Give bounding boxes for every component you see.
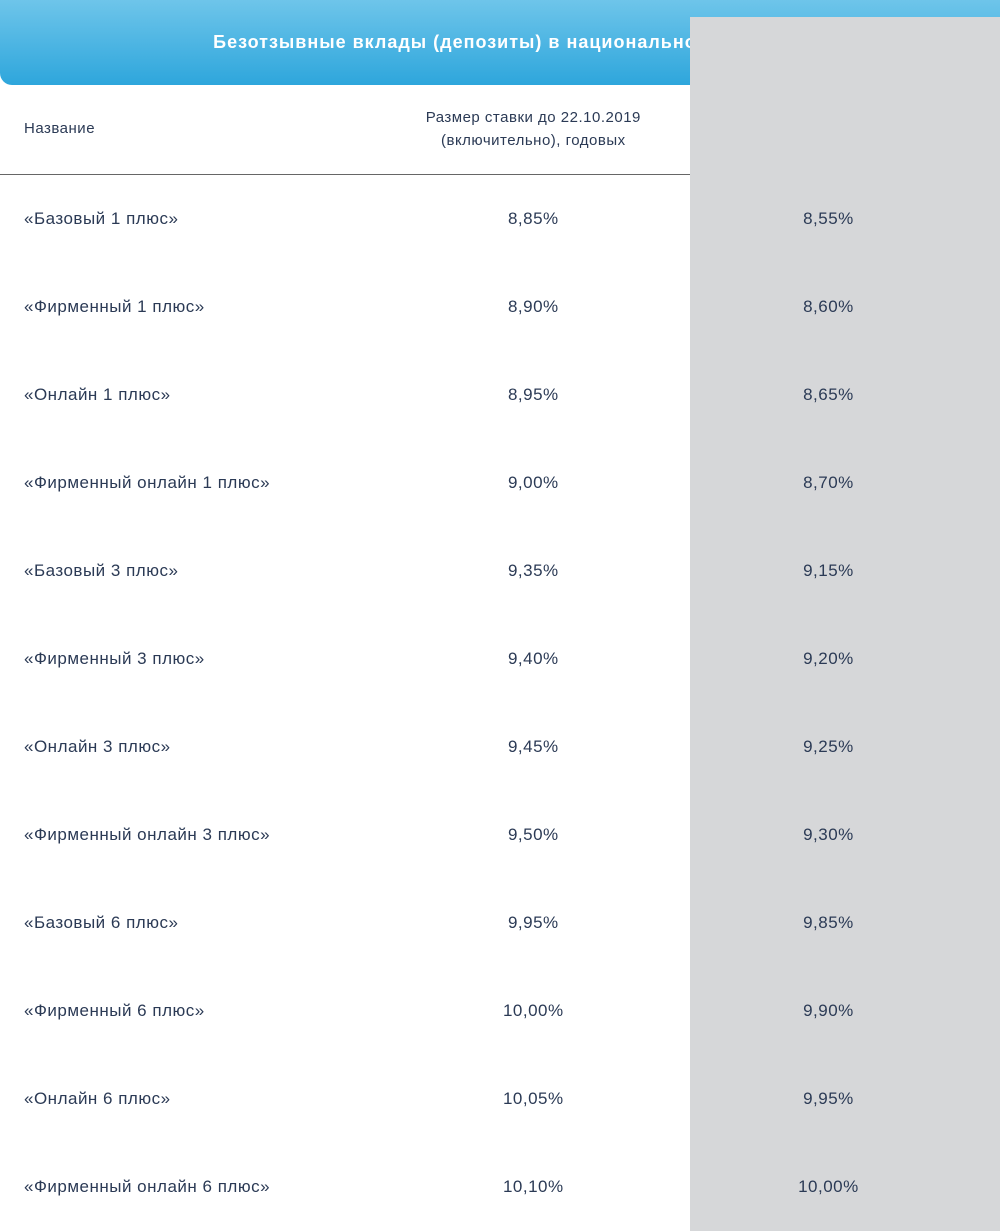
table-row: «Фирменный 1 плюс»8,90%8,60% [0, 263, 1000, 351]
col-header-rate-before: Размер ставки до 22.10.2019 (включительн… [386, 107, 681, 152]
rate-before: 9,95% [386, 913, 681, 933]
table-body-wrap: Название Размер ставки до 22.10.2019 (вк… [0, 85, 1000, 1231]
rate-before: 8,85% [386, 209, 681, 229]
rate-before: 10,00% [386, 1001, 681, 1021]
rate-after: 9,95% [681, 1089, 976, 1109]
table-row: «Базовый 6 плюс»9,95%9,85% [0, 879, 1000, 967]
rate-after: 9,30% [681, 825, 976, 845]
deposit-name: «Базовый 3 плюс» [24, 561, 386, 581]
deposit-name: «Фирменный 1 плюс» [24, 297, 386, 317]
table-row: «Базовый 1 плюс»8,85%8,55% [0, 175, 1000, 263]
table-row: «Базовый 3 плюс»9,35%9,15% [0, 527, 1000, 615]
table-rows: «Базовый 1 плюс»8,85%8,55%«Фирменный 1 п… [0, 175, 1000, 1231]
rate-after: 10,00% [681, 1177, 976, 1197]
deposit-name: «Онлайн 1 плюс» [24, 385, 386, 405]
rate-after: 9,20% [681, 649, 976, 669]
rate-after: 8,60% [681, 297, 976, 317]
table-row: «Фирменный 3 плюс»9,40%9,20% [0, 615, 1000, 703]
deposit-name: «Базовый 1 плюс» [24, 209, 386, 229]
rate-before: 9,35% [386, 561, 681, 581]
rate-before: 9,50% [386, 825, 681, 845]
deposit-name: «Онлайн 3 плюс» [24, 737, 386, 757]
rate-before: 8,90% [386, 297, 681, 317]
table-row: «Онлайн 1 плюс»8,95%8,65% [0, 351, 1000, 439]
table-row: «Фирменный онлайн 3 плюс»9,50%9,30% [0, 791, 1000, 879]
deposit-name: «Фирменный онлайн 1 плюс» [24, 473, 386, 493]
deposit-name: «Фирменный онлайн 6 плюс» [24, 1177, 386, 1197]
rate-after: 9,15% [681, 561, 976, 581]
deposit-name: «Фирменный 6 плюс» [24, 1001, 386, 1021]
col-header-name: Название [24, 118, 386, 141]
rate-after: 9,25% [681, 737, 976, 757]
table-row: «Фирменный онлайн 1 плюс»9,00%8,70% [0, 439, 1000, 527]
rate-before: 9,45% [386, 737, 681, 757]
table-row: «Фирменный онлайн 6 плюс»10,10%10,00% [0, 1143, 1000, 1231]
deposit-name: «Фирменный 3 плюс» [24, 649, 386, 669]
rate-before: 10,05% [386, 1089, 681, 1109]
rate-after: 8,55% [681, 209, 976, 229]
rate-before: 9,00% [386, 473, 681, 493]
rate-before: 9,40% [386, 649, 681, 669]
rate-after: 9,90% [681, 1001, 976, 1021]
deposit-name: «Онлайн 6 плюс» [24, 1089, 386, 1109]
table-row: «Онлайн 3 плюс»9,45%9,25% [0, 703, 1000, 791]
rate-after: 8,70% [681, 473, 976, 493]
table-row: «Фирменный 6 плюс»10,00%9,90% [0, 967, 1000, 1055]
rates-table: Безотзывные вклады (депозиты) в национал… [0, 0, 1000, 1231]
rate-before: 10,10% [386, 1177, 681, 1197]
deposit-name: «Фирменный онлайн 3 плюс» [24, 825, 386, 845]
rate-before: 8,95% [386, 385, 681, 405]
table-row: «Онлайн 6 плюс»10,05%9,95% [0, 1055, 1000, 1143]
rate-after: 9,85% [681, 913, 976, 933]
deposit-name: «Базовый 6 плюс» [24, 913, 386, 933]
rate-after: 8,65% [681, 385, 976, 405]
